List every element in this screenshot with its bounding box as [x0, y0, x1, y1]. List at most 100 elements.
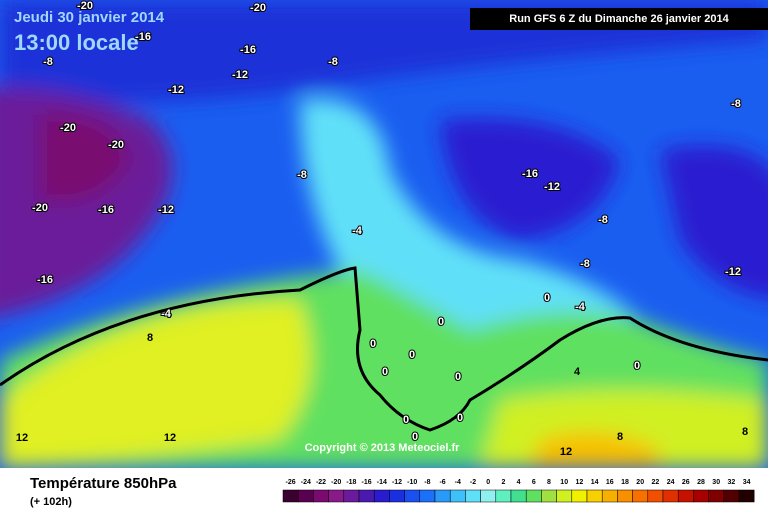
- contour-label: -12: [168, 84, 184, 96]
- colorbar-cell: [647, 489, 664, 503]
- colorbar-cell: [328, 489, 345, 503]
- contour-label: -12: [725, 266, 741, 278]
- colorbar-cell: [419, 489, 436, 503]
- colorbar-tick: 30: [712, 479, 720, 486]
- contour-label: 12: [560, 446, 572, 458]
- contour-label: -16: [98, 204, 114, 216]
- colorbar-cell: [586, 489, 603, 503]
- colorbar-tick: -4: [455, 479, 461, 486]
- colorbar-tick: -22: [316, 479, 326, 486]
- contour-label: -12: [232, 69, 248, 81]
- colorbar-tick: 8: [547, 479, 551, 486]
- colorbar-tick: 20: [636, 479, 644, 486]
- colorbar-cell: [404, 489, 421, 503]
- contour-label: -20: [32, 202, 48, 214]
- colorbar-cell: [708, 489, 725, 503]
- colorbar-cell: [510, 489, 527, 503]
- contour-label: -20: [77, 0, 93, 12]
- contour-label: -20: [60, 122, 76, 134]
- contour-label: 0: [382, 366, 388, 378]
- colorbar-tick: 0: [486, 479, 490, 486]
- contour-label: 0: [438, 316, 444, 328]
- contour-label: -8: [328, 56, 338, 68]
- colorbar-cell: [693, 489, 709, 503]
- colorbar-tick: -26: [286, 479, 296, 486]
- contour-label: -8: [598, 214, 608, 226]
- colorbar-cell: [723, 489, 740, 503]
- contour-label: -12: [544, 181, 560, 193]
- colorbar-tick: 32: [728, 479, 736, 486]
- contour-label: 4: [574, 366, 581, 378]
- colorbar-tick: 24: [667, 479, 675, 486]
- lead-time: (+ 102h): [30, 496, 72, 508]
- contour-label: -12: [158, 204, 174, 216]
- colorbar: -26 -24 -22 -20 -18 -16 -14 -12 -10 -8 -6 -4 -2 0 2 4 6 8…: [282, 479, 755, 503]
- colorbar-tick: 10: [560, 479, 568, 486]
- contour-label: -4: [161, 308, 172, 320]
- contour-label: 0: [457, 412, 463, 424]
- field-title: Température 850hPa: [30, 475, 177, 492]
- colorbar-cell: [556, 489, 573, 503]
- contour-label: 0: [455, 371, 461, 383]
- contour-label: -16: [240, 44, 256, 56]
- colorbar-cell: [343, 489, 360, 503]
- colorbar-cell: [313, 489, 329, 503]
- colorbar-cell: [601, 489, 618, 503]
- colorbar-cell: [541, 489, 557, 503]
- colorbar-cell: [632, 489, 649, 503]
- contour-label: -20: [108, 139, 124, 151]
- contour-label: -16: [37, 274, 53, 286]
- contour-label: 0: [403, 414, 409, 426]
- colorbar-tick: -24: [301, 479, 311, 486]
- colorbar-cell: [525, 489, 542, 503]
- colorbar-tick: -14: [377, 479, 387, 486]
- colorbar-cell: [495, 489, 512, 503]
- colorbar-cell: [480, 489, 497, 503]
- colorbar-tick: -10: [407, 479, 417, 486]
- contour-label: -4: [352, 225, 363, 237]
- contour-labels: -20 -20-16-16-12-8 -8-12-8-20-20-20 -16 -12-…: [16, 0, 748, 458]
- colorbar-tick: 34: [743, 479, 751, 486]
- colorbar-cell: [358, 489, 375, 503]
- colorbar-tick: -20: [331, 479, 341, 486]
- contour-label: -8: [580, 258, 590, 270]
- colorbar-tick: 2: [501, 479, 505, 486]
- colorbar-tick: -18: [346, 479, 356, 486]
- colorbar-tick: -6: [439, 479, 445, 486]
- contour-label: 8: [617, 431, 623, 443]
- colorbar-cell: [571, 489, 588, 503]
- colorbar-cell: [662, 489, 679, 503]
- colorbar-tick: 14: [591, 479, 599, 486]
- contour-label: 0: [370, 338, 376, 350]
- colorbar-tick: 16: [606, 479, 614, 486]
- contour-label: -20: [250, 2, 266, 14]
- run-info: Run GFS 6 Z du Dimanche 26 janvier 2014: [509, 13, 729, 25]
- contour-label: 8: [742, 426, 748, 438]
- contour-label: 12: [16, 432, 28, 444]
- colorbar-tick: -12: [392, 479, 402, 486]
- contour-label: -16: [522, 168, 538, 180]
- contour-label: -16: [135, 31, 151, 43]
- colorbar-tick: 18: [621, 479, 629, 486]
- colorbar-tick: 28: [697, 479, 705, 486]
- run-box: [470, 8, 768, 30]
- colorbar-tick: -16: [362, 479, 372, 486]
- colorbar-tick: -2: [470, 479, 476, 486]
- contour-label: 0: [409, 349, 415, 361]
- colorbar-tick: 12: [576, 479, 584, 486]
- time: 13:00 locale: [14, 30, 139, 55]
- date: Jeudi 30 janvier 2014: [14, 9, 165, 26]
- contour-label: -8: [43, 56, 53, 68]
- contour-label: 0: [634, 360, 640, 372]
- colorbar-tick: 26: [682, 479, 690, 486]
- zero-isotherm: [0, 266, 768, 432]
- colorbar-cell: [738, 489, 755, 503]
- colorbar-cell: [434, 489, 451, 503]
- colorbar-tick: 6: [532, 479, 536, 486]
- colorbar-cell: [373, 489, 390, 503]
- colorbar-cell: [282, 489, 299, 503]
- contour-label: 0: [544, 292, 550, 304]
- contour-label: -8: [297, 169, 307, 181]
- contour-label: 0: [412, 431, 418, 443]
